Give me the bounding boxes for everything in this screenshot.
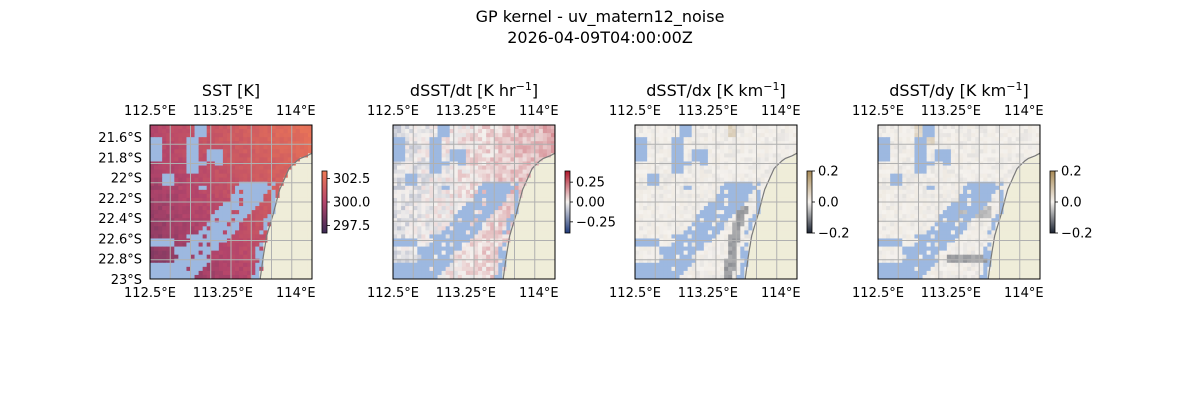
gridlines-sst <box>150 125 312 279</box>
panel-sst: SST [K] 112.5°E 112.5°E 113.25°E 113.25°E 114… <box>98 81 370 301</box>
gridlines-dx <box>635 125 797 279</box>
x-tick-top-dt: 113.25°E <box>436 104 496 119</box>
y-tick-sst: 22.2°S <box>98 192 142 207</box>
y-tick-sst: 22.8°S <box>98 253 142 268</box>
colorbar-dt <box>564 170 571 234</box>
x-tick-bottom-sst: 113.25°E <box>193 286 253 301</box>
gridlines-dt <box>393 125 555 279</box>
figure-title-line1: GP kernel - uv_matern12_noise <box>476 7 725 27</box>
panel-dt: dSST/dt [K hr−1] 112.5°E 112.5°E 113.25°E 11… <box>367 80 616 301</box>
colorbar-tick-label: 0.2 <box>1061 165 1082 180</box>
axes-frame-dt <box>392 124 556 280</box>
panel-dx: dSST/dx [K km−1] 112.5°E 112.5°E 113.25°E 11… <box>609 80 850 301</box>
gridlines-dy <box>878 125 1040 279</box>
y-tick-sst: 22°S <box>111 172 142 187</box>
x-tick-top-dt: 114°E <box>519 104 559 119</box>
x-tick-bottom-dy: 114°E <box>1004 286 1044 301</box>
x-tick-top-dx: 114°E <box>761 104 801 119</box>
colorbar-dx <box>806 170 813 234</box>
axes-frame-dx <box>634 124 798 280</box>
x-tick-bottom-dx: 113.25°E <box>678 286 738 301</box>
colorbar-tick-label: 0.00 <box>576 196 605 211</box>
colorbar-tick-label: 0.0 <box>818 196 839 211</box>
panel-title-sst: SST [K] <box>202 81 260 100</box>
panel-title-dt: dSST/dt [K hr−1] <box>410 80 538 100</box>
x-tick-top-sst: 113.25°E <box>193 104 253 119</box>
panel-dy: dSST/dy [K km−1] 112.5°E 112.5°E 113.25°E 11… <box>852 80 1093 301</box>
colorbar-tick-label: 297.5 <box>333 219 370 234</box>
y-tick-sst: 21.8°S <box>98 151 142 166</box>
y-tick-sst: 22.6°S <box>98 232 142 247</box>
x-tick-bottom-dy: 113.25°E <box>921 286 981 301</box>
y-tick-sst: 21.6°S <box>98 131 142 146</box>
x-tick-top-dy: 114°E <box>1004 104 1044 119</box>
panel-title-dy: dSST/dy [K km−1] <box>889 80 1028 100</box>
x-tick-bottom-dt: 113.25°E <box>436 286 496 301</box>
x-tick-top-sst: 112.5°E <box>124 104 176 119</box>
colorbar-tick-label: −0.2 <box>1061 227 1093 242</box>
x-tick-bottom-sst: 114°E <box>276 286 316 301</box>
colorbar-dy <box>1049 170 1056 234</box>
x-tick-bottom-sst: 112.5°E <box>124 286 176 301</box>
x-tick-top-dy: 112.5°E <box>852 104 904 119</box>
x-tick-bottom-dx: 114°E <box>761 286 801 301</box>
colorbar-tick-label: 300.0 <box>333 196 370 211</box>
heatmap-cells-dy <box>878 125 1040 279</box>
y-tick-sst: 22.4°S <box>98 212 142 227</box>
axes-frame-sst <box>149 124 313 280</box>
x-tick-bottom-dx: 112.5°E <box>609 286 661 301</box>
panels: SST [K] 112.5°E 112.5°E 113.25°E 113.25°E 114… <box>98 80 1092 301</box>
colorbar-tick-label: 0.25 <box>576 176 605 191</box>
x-tick-bottom-dt: 114°E <box>519 286 559 301</box>
x-tick-top-dy: 113.25°E <box>921 104 981 119</box>
x-tick-top-sst: 114°E <box>276 104 316 119</box>
x-tick-top-dx: 112.5°E <box>609 104 661 119</box>
figure-title-line2: 2026-04-09T04:00:00Z <box>507 28 693 47</box>
x-tick-top-dx: 113.25°E <box>678 104 738 119</box>
colorbar-tick-label: 0.0 <box>1061 196 1082 211</box>
colorbar-sst <box>321 170 328 234</box>
x-tick-bottom-dt: 112.5°E <box>367 286 419 301</box>
axes-frame-dy <box>877 124 1041 280</box>
colorbar-tick-label: 302.5 <box>333 172 370 187</box>
heatmap-cells-dt <box>393 125 555 279</box>
panel-title-dx: dSST/dx [K km−1] <box>646 80 785 100</box>
colorbar-tick-label: −0.2 <box>818 227 850 242</box>
x-tick-bottom-dy: 112.5°E <box>852 286 904 301</box>
heatmap-cells-sst <box>150 125 312 279</box>
x-tick-top-dt: 112.5°E <box>367 104 419 119</box>
y-tick-sst: 23°S <box>111 273 142 288</box>
colorbar-tick-label: −0.25 <box>576 215 616 230</box>
colorbar-tick-label: 0.2 <box>818 165 839 180</box>
